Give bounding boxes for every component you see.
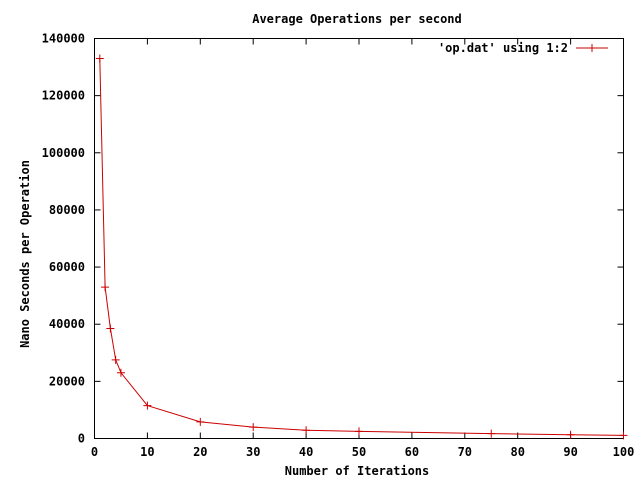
data-point-marker (249, 423, 258, 432)
data-point-marker (106, 324, 115, 333)
data-point-marker (95, 54, 104, 63)
x-tick-label: 100 (613, 445, 635, 459)
y-tick-label: 140000 (42, 32, 85, 46)
legend-label: 'op.dat' using 1:2 (438, 41, 568, 55)
x-tick-label: 50 (352, 445, 366, 459)
data-point-marker (101, 283, 110, 292)
legend-marker (588, 44, 596, 52)
data-point-marker (619, 431, 628, 440)
data-point-marker (487, 429, 496, 438)
data-point-marker (116, 368, 125, 377)
y-tick-label: 60000 (49, 260, 85, 274)
x-tick-label: 0 (91, 445, 98, 459)
data-point-marker (566, 430, 575, 439)
x-axis-label: Number of Iterations (285, 464, 430, 478)
x-tick-label: 10 (140, 445, 154, 459)
y-tick-label: 80000 (49, 203, 85, 217)
data-point-marker (143, 401, 152, 410)
x-tick-label: 20 (193, 445, 207, 459)
y-tick-label: 0 (78, 432, 85, 446)
x-tick-label: 40 (299, 445, 313, 459)
chart-title: Average Operations per second (252, 12, 462, 26)
series-line (99, 58, 624, 436)
x-tick-label: 30 (246, 445, 260, 459)
data-point-marker (196, 417, 205, 426)
y-tick-label: 20000 (49, 374, 85, 388)
y-tick-label: 100000 (42, 146, 85, 160)
x-tick-label: 80 (510, 445, 524, 459)
series-layer (95, 54, 628, 440)
plot-frame (94, 38, 624, 439)
y-tick-label: 40000 (49, 317, 85, 331)
legend: 'op.dat' using 1:2 (438, 41, 608, 55)
data-point-marker (111, 355, 120, 364)
x-tick-label: 90 (563, 445, 577, 459)
x-axis-ticks: 0 10 20 30 40 50 60 70 80 90 100 (91, 38, 635, 459)
y-tick-label: 120000 (42, 89, 85, 103)
x-tick-label: 70 (458, 445, 472, 459)
data-point-marker (355, 427, 363, 436)
data-point-marker (302, 426, 311, 435)
y-axis-label: Nano Seconds per Operation (18, 160, 32, 348)
y-axis-ticks: 0 20000 40000 60000 80000 100000 120000 140000 (42, 32, 624, 446)
x-tick-label: 60 (405, 445, 419, 459)
